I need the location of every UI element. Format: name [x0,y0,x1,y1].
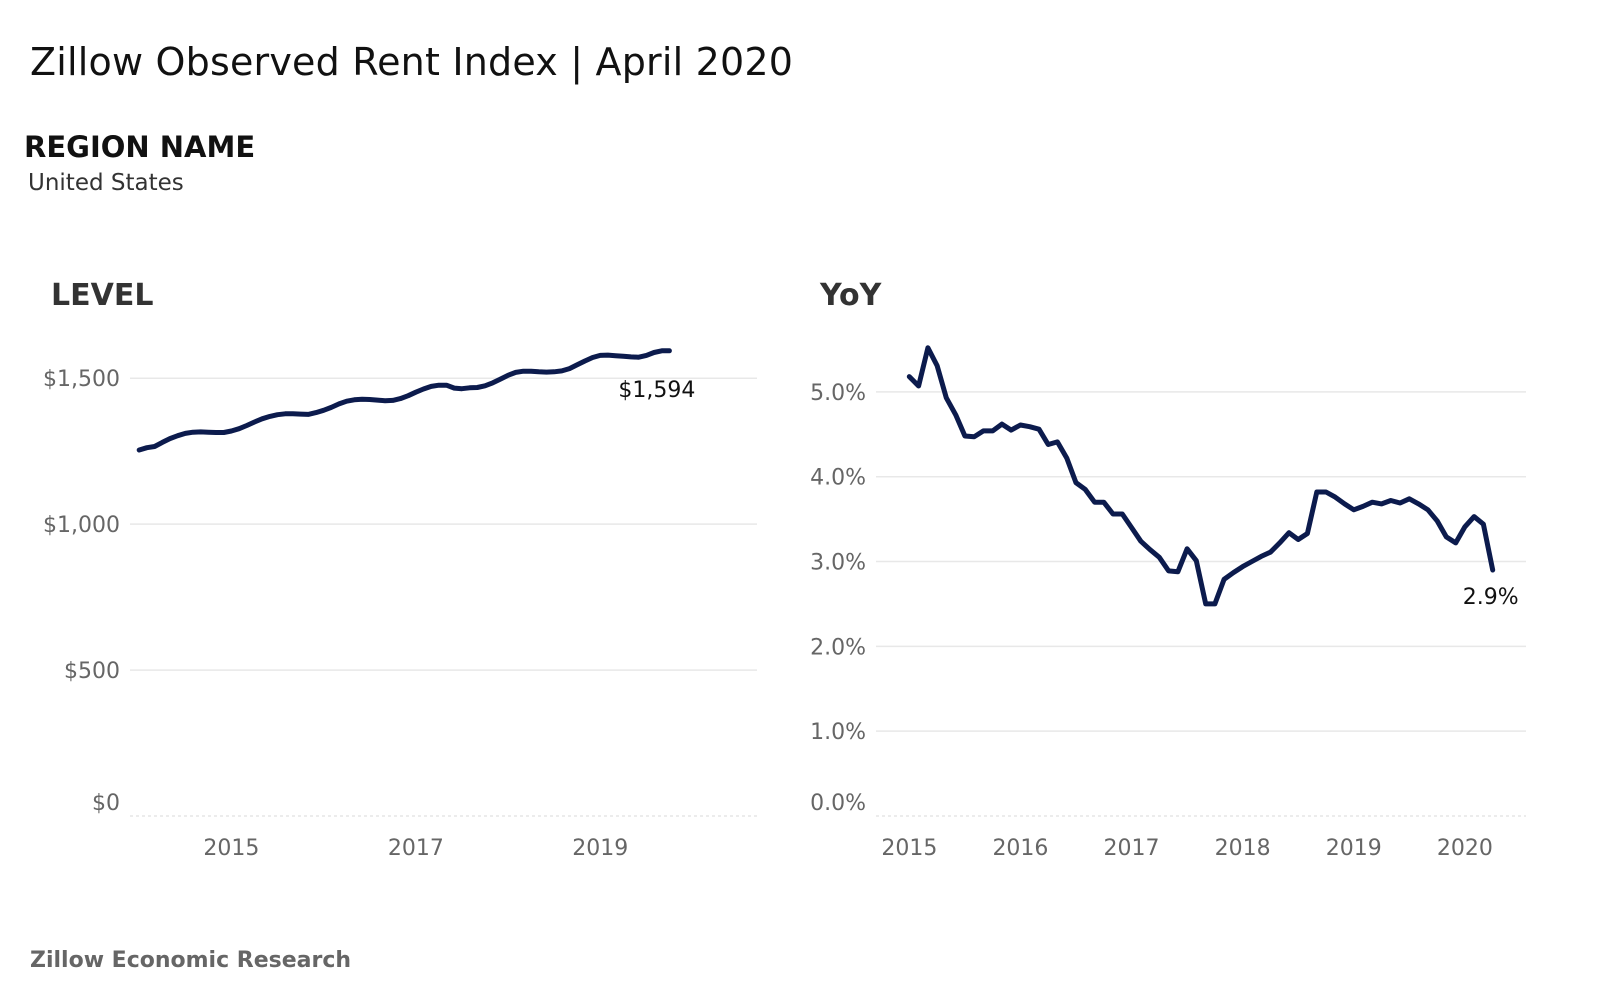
y-tick-label: 2.0% [810,635,866,660]
series-line [136,348,672,453]
y-tick-label: $1,000 [43,513,120,538]
yoy-panel-title: YoY [820,278,882,313]
x-tick-label: 2020 [1437,836,1493,861]
y-tick-label: 0.0% [810,791,866,816]
x-tick-label: 2015 [881,836,937,861]
x-tick-label: 2017 [388,836,444,861]
x-tick-label: 2019 [1326,836,1382,861]
y-tick-label: 4.0% [810,466,866,491]
series-line [906,345,1496,607]
x-tick-label: 2019 [572,836,628,861]
x-tick-label: 2015 [203,836,259,861]
end-value-label: 2.9% [1463,585,1519,610]
region-name-label: REGION NAME [24,130,256,164]
source-credit: Zillow Economic Research [30,948,352,973]
y-tick-label: $1,500 [43,367,120,392]
y-tick-label: 1.0% [810,720,866,745]
page-title: Zillow Observed Rent Index | April 2020 [30,40,794,84]
x-tick-label: 2018 [1215,836,1271,861]
y-tick-label: $0 [92,791,120,816]
end-value-label: $1,594 [618,378,695,403]
y-tick-label: $500 [64,659,120,684]
x-tick-label: 2017 [1104,836,1160,861]
x-tick-label: 2016 [992,836,1048,861]
yoy-chart: 0.0% 1.0% 2.0% 3.0% 4.0% 5.0% 2015 2016 2017 2018… [810,345,1526,861]
level-panel-title: LEVEL [51,278,154,313]
region-name-value: United States [28,170,184,196]
level-chart: $0 $500 $1,000 $1,500 2015 2017 2019 $1,594 [43,348,757,861]
y-tick-label: 5.0% [810,381,866,406]
y-tick-label: 3.0% [810,551,866,576]
